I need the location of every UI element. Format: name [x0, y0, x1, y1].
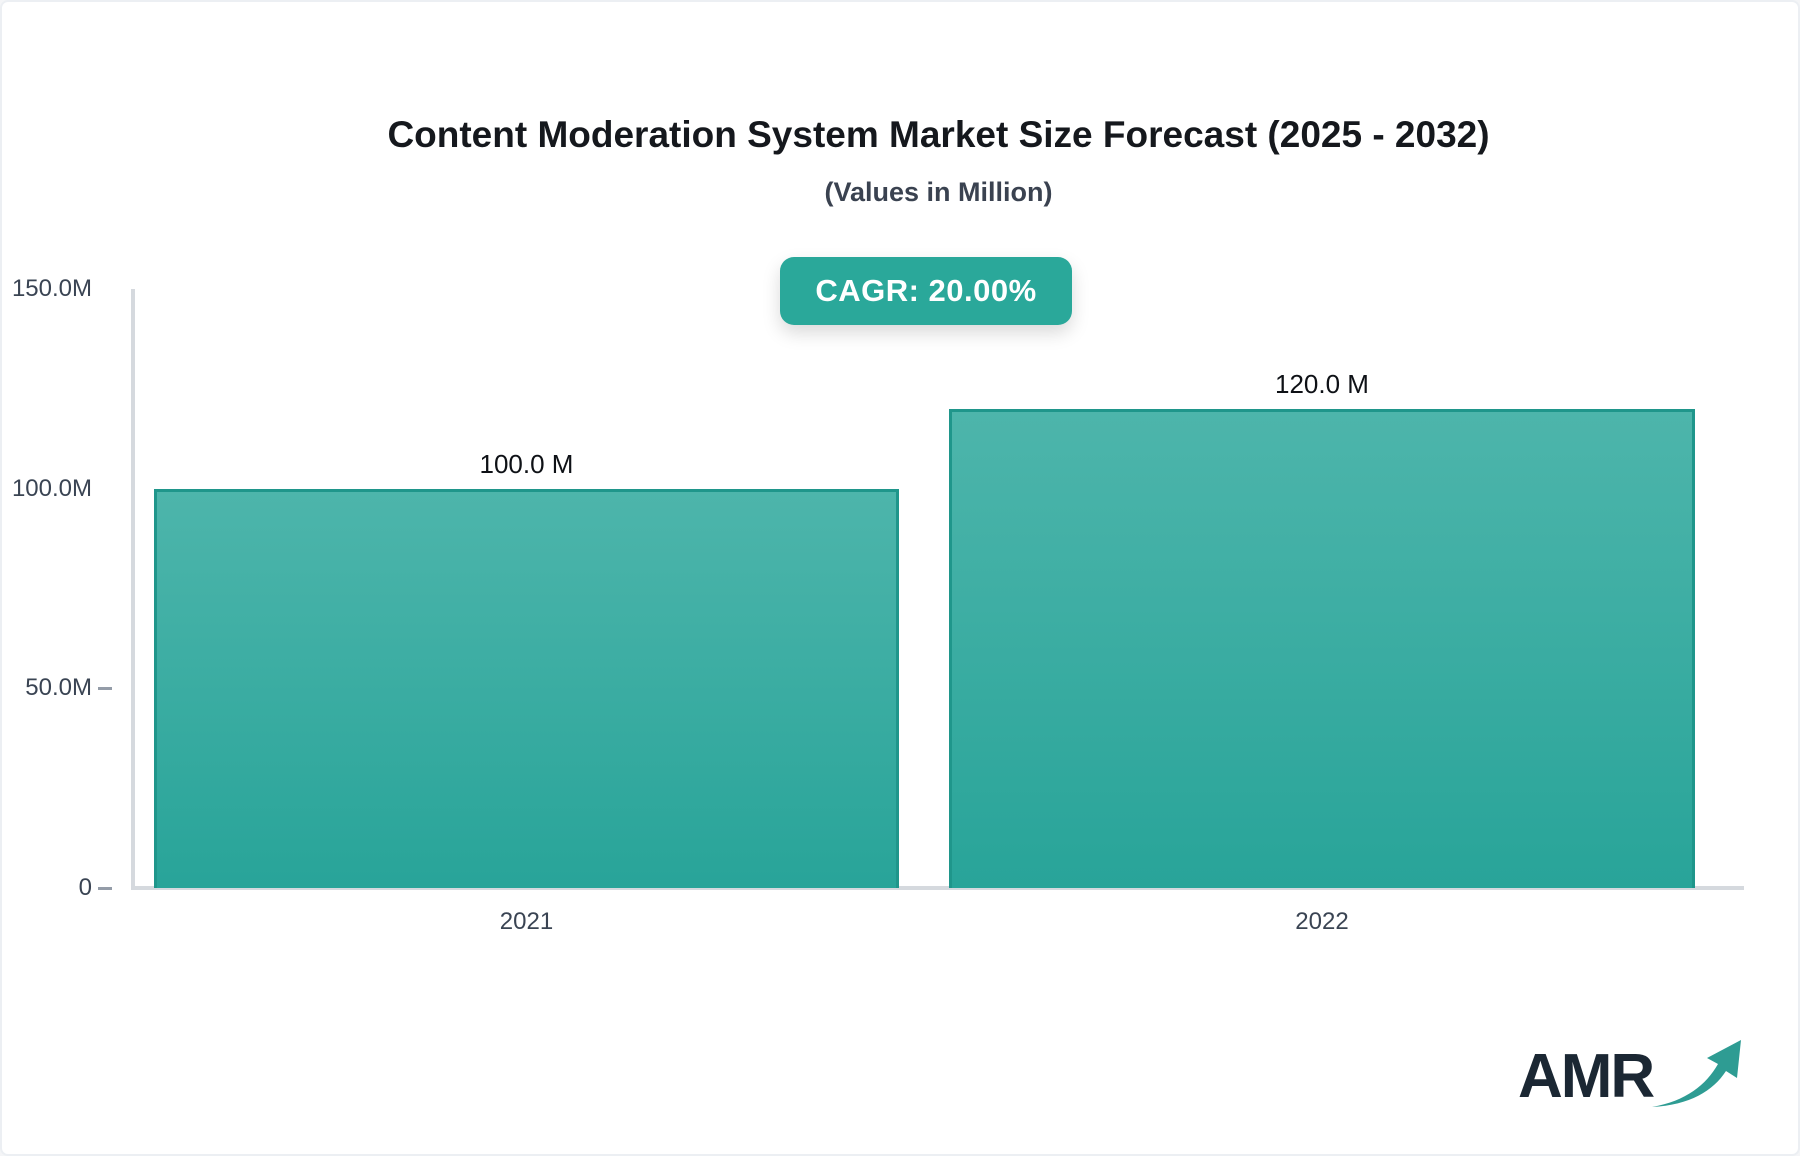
bar-2022	[949, 408, 1695, 888]
chart-title: Content Moderation System Market Size Fo…	[387, 114, 1490, 155]
bar-2021	[154, 488, 899, 888]
x-tick-label-2022: 2022	[1295, 908, 1349, 935]
y-tick-label-50.0M: 50.0M	[25, 674, 92, 702]
x-tick-label-2021: 2021	[499, 908, 554, 935]
y-tick-dash	[98, 687, 112, 691]
y-tick-dash	[98, 887, 112, 890]
y-tick-label-150.0M: 150.0M	[11, 275, 92, 302]
cagr-badge-label: CAGR: 20.00%	[815, 273, 1037, 308]
y-axis-line	[131, 289, 135, 890]
chart-subtitle: (Values in Million)	[824, 177, 1053, 207]
chart-header: Content Moderation System Market Size Fo…	[133, 114, 1744, 208]
y-tick-label-100.0M: 100.0M	[11, 474, 92, 502]
amr-logo-text: AMR	[1518, 1042, 1654, 1111]
bar-value-label-2022: 120.0 M	[1275, 368, 1369, 399]
cagr-badge: CAGR: 20.00%	[780, 257, 1072, 325]
y-tick-label-0: 0	[78, 874, 92, 901]
trend-up-arrow-icon	[1652, 1040, 1741, 1107]
bar-value-label-2021: 100.0 M	[479, 448, 574, 479]
x-axis-line	[131, 886, 1744, 890]
amr-logo: AMR	[1518, 1040, 1741, 1111]
